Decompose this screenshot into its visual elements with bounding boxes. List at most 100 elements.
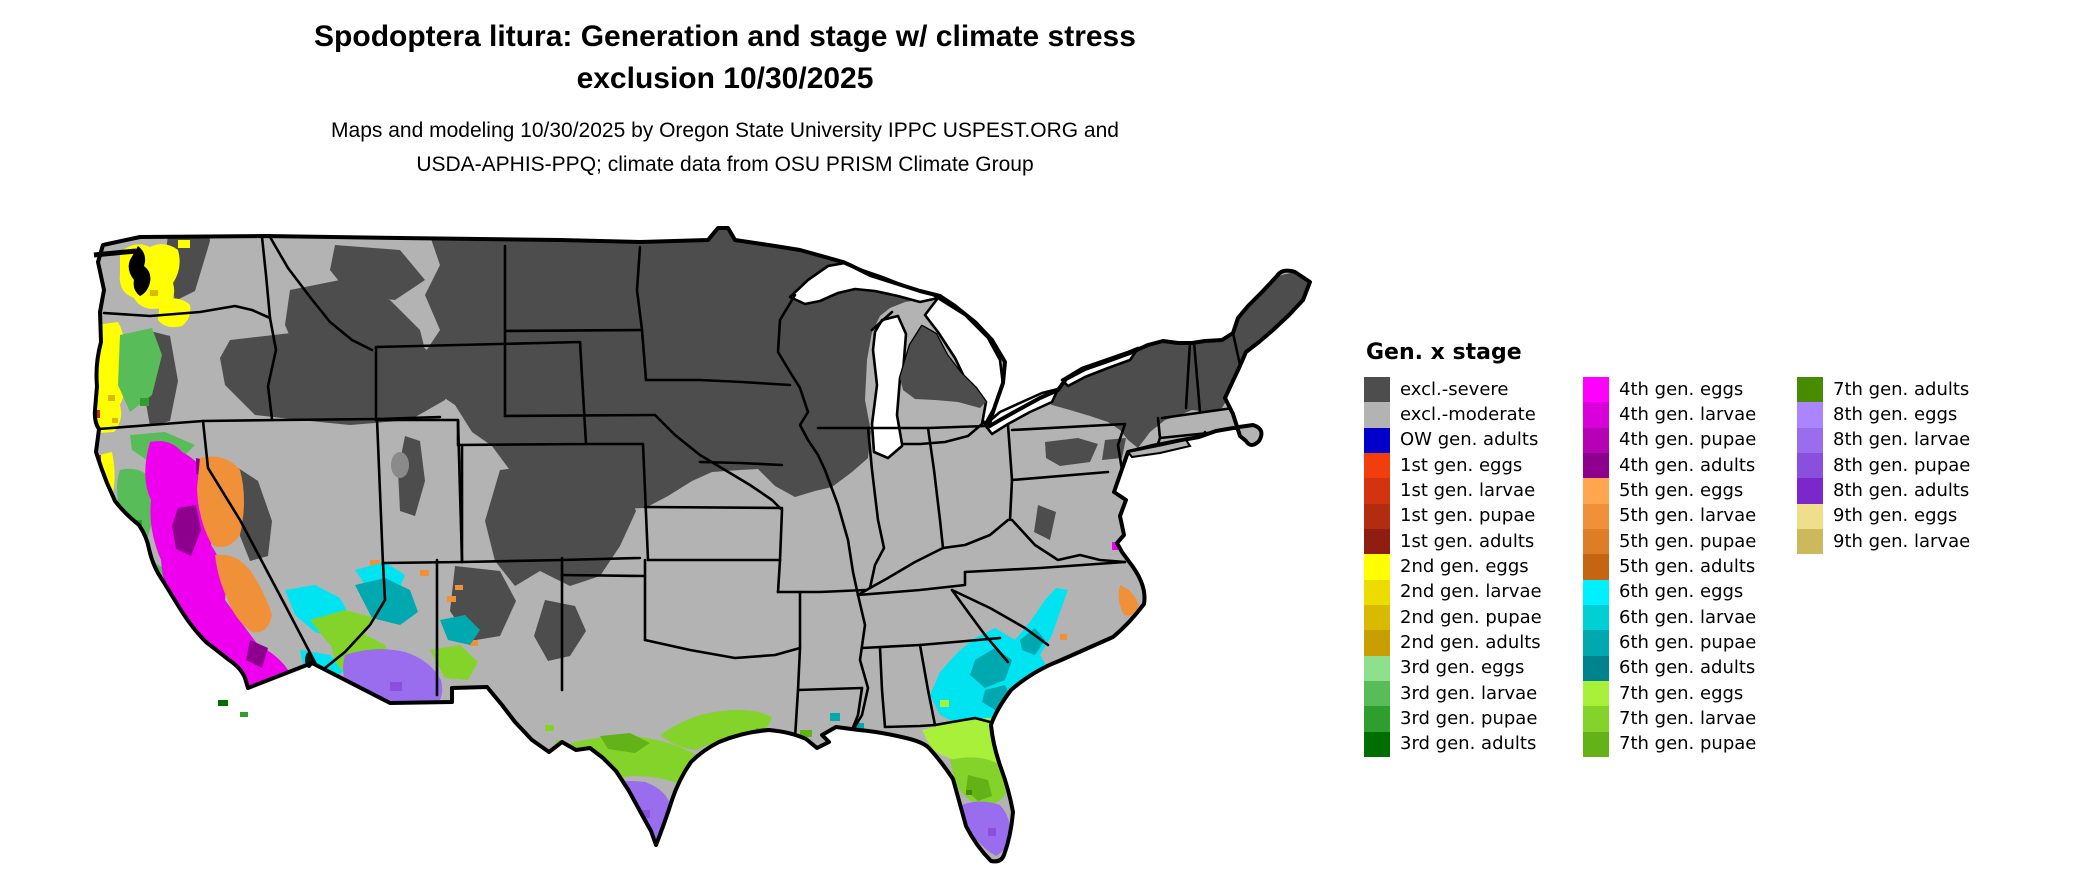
legend-item: 8th gen. eggs [1797, 402, 1970, 428]
legend-item: 8th gen. pupae [1797, 453, 1970, 479]
legend-swatch [1797, 453, 1823, 479]
legend-item: 1st gen. eggs [1364, 453, 1583, 479]
legend-item: 4th gen. larvae [1583, 402, 1797, 428]
legend-label: 8th gen. eggs [1833, 404, 1958, 426]
legend-item: 1st gen. larvae [1364, 478, 1583, 504]
legend-label: 3rd gen. larvae [1400, 682, 1538, 704]
legend-label: 4th gen. eggs [1619, 378, 1744, 400]
legend-label: 7th gen. eggs [1619, 682, 1744, 704]
legend-label: 2nd gen. larvae [1400, 581, 1542, 603]
legend-swatch [1583, 529, 1609, 555]
legend-swatch [1797, 478, 1823, 504]
legend-swatch [1583, 478, 1609, 504]
legend-label: 1st gen. eggs [1400, 454, 1523, 476]
region-6th-gen-pupae [355, 578, 1045, 729]
legend-swatch [1364, 655, 1390, 682]
legend-item: 4th gen. adults [1583, 453, 1797, 479]
legend-swatch [1583, 655, 1609, 682]
legend-swatch [1797, 377, 1823, 403]
legend-label: 3rd gen. adults [1400, 733, 1537, 755]
legend-label: excl.-moderate [1400, 404, 1536, 426]
offshore-islands [218, 438, 1192, 717]
legend-swatch [1364, 503, 1390, 530]
legend-label: 4th gen. larvae [1619, 404, 1757, 426]
legend-item: 3rd gen. pupae [1364, 706, 1583, 732]
region-5th-gen [197, 456, 1139, 861]
page-subtitle: Maps and modeling 10/30/2025 by Oregon S… [0, 114, 1450, 182]
legend-swatch [1364, 377, 1390, 403]
legend-label: 4th gen. adults [1619, 454, 1756, 476]
legend-label: 8th gen. larvae [1833, 429, 1971, 451]
region-8th-gen-pupae [390, 682, 996, 836]
legend-label: 1st gen. pupae [1400, 505, 1536, 527]
legend-swatch [1364, 579, 1390, 606]
legend-swatch [1364, 402, 1390, 428]
legend-swatch [1583, 630, 1609, 656]
legend-item: 5th gen. pupae [1583, 529, 1797, 555]
legend-label: 6th gen. adults [1619, 657, 1756, 679]
legend-swatch [1797, 503, 1823, 530]
legend-label: 1st gen. larvae [1400, 480, 1536, 502]
legend-item: 7th gen. adults [1797, 377, 1970, 403]
legend-column-3: 7th gen. adults 8th gen. eggs 8th gen. lar… [1797, 377, 1971, 555]
legend-label: 5th gen. larvae [1619, 505, 1757, 527]
legend-column-2: 4th gen. eggs 4th gen. larvae 4th gen. pup… [1583, 377, 1797, 758]
legend-item: 3rd gen. larvae [1364, 681, 1583, 707]
legend-item: 6th gen. larvae [1583, 605, 1797, 631]
legend-swatch [1583, 453, 1609, 479]
legend-swatch [1364, 706, 1390, 732]
legend-swatch [1583, 554, 1609, 580]
legend-label: 7th gen. pupae [1619, 733, 1757, 755]
legend-item: 2nd gen. adults [1364, 630, 1583, 656]
legend-swatch [1364, 681, 1390, 707]
legend-item: 7th gen. larvae [1583, 706, 1797, 732]
state-borders [97, 235, 1242, 740]
legend-item: excl.-moderate [1364, 402, 1583, 428]
legend-item: 6th gen. pupae [1583, 630, 1797, 656]
legend-item: 8th gen. adults [1797, 478, 1970, 504]
legend-label: 3rd gen. eggs [1400, 657, 1525, 679]
legend-swatch [1364, 554, 1390, 580]
title-line-1: Spodoptera litura: Generation and stage … [314, 20, 1136, 53]
legend-swatch [1583, 402, 1609, 428]
legend-swatch [1364, 427, 1390, 454]
legend-label: 2nd gen. adults [1400, 632, 1541, 654]
legend-swatch [1797, 529, 1823, 555]
legend-swatch [1583, 377, 1609, 403]
legend-item: excl.-severe [1364, 377, 1583, 403]
subtitle-line-2: USDA-APHIS-PPQ; climate data from OSU PR… [416, 153, 1034, 176]
legend-swatch [1364, 453, 1390, 479]
legend-label: 1st gen. adults [1400, 530, 1535, 552]
region-9th-gen [650, 838, 656, 843]
legend-item: 4th gen. eggs [1583, 377, 1797, 403]
legend-item: OW gen. adults [1364, 427, 1583, 454]
legend-item: 6th gen. adults [1583, 655, 1797, 682]
us-outline [92, 226, 1312, 864]
legend-label: 8th gen. adults [1833, 480, 1970, 502]
legend-columns: excl.-severe excl.-moderate OW gen. adults… [1364, 377, 1971, 758]
legend-item: 9th gen. larvae [1797, 529, 1971, 555]
legend-label: 2nd gen. pupae [1400, 606, 1542, 628]
legend-label: 9th gen. larvae [1833, 530, 1971, 552]
legend-title: Gen. x stage [1366, 340, 1522, 365]
region-2nd-gen-late [108, 290, 158, 423]
legend-swatch [1797, 427, 1823, 454]
legend-item: 1st gen. pupae [1364, 503, 1583, 530]
legend-swatch [1364, 529, 1390, 555]
legend-swatch [1583, 605, 1609, 631]
great-salt-lake [391, 452, 409, 478]
legend-swatch [1364, 605, 1390, 631]
legend-label: 5th gen. eggs [1619, 480, 1744, 502]
legend-item: 6th gen. eggs [1583, 579, 1797, 606]
legend-item: 2nd gen. pupae [1364, 605, 1583, 631]
legend-swatch [1583, 731, 1609, 758]
channel-island [218, 700, 228, 706]
legend-label: 3rd gen. pupae [1400, 708, 1538, 730]
legend-item: 5th gen. adults [1583, 554, 1797, 580]
legend-label: 7th gen. larvae [1619, 708, 1757, 730]
legend-swatch [1583, 681, 1609, 707]
legend-item: 7th gen. pupae [1583, 731, 1797, 758]
legend-label: 2nd gen. eggs [1400, 556, 1529, 578]
